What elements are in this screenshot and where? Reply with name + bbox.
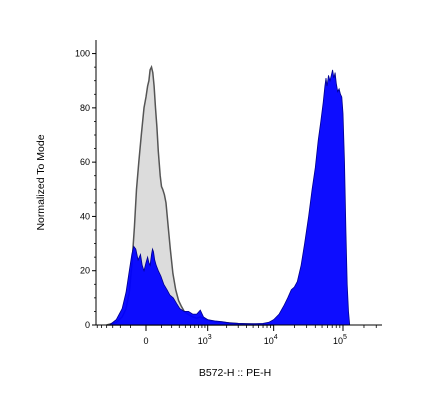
x-tick-label: 105 <box>333 334 347 346</box>
y-tick-label: 60 <box>80 157 90 167</box>
y-axis-title: Normalized To Mode <box>35 134 47 230</box>
y-tick-label: 20 <box>80 266 90 276</box>
histogram-series-2 <box>108 69 351 326</box>
x-tick-label: 0 <box>143 336 148 346</box>
x-axis-title: B572-H :: PE-H <box>199 367 271 379</box>
y-tick-label: 80 <box>80 103 90 113</box>
y-tick-label: 100 <box>75 49 90 59</box>
y-tick-label: 40 <box>80 211 90 221</box>
x-tick-label: 103 <box>198 334 212 346</box>
y-tick-label: 0 <box>85 320 90 330</box>
x-tick-label: 104 <box>264 334 278 346</box>
